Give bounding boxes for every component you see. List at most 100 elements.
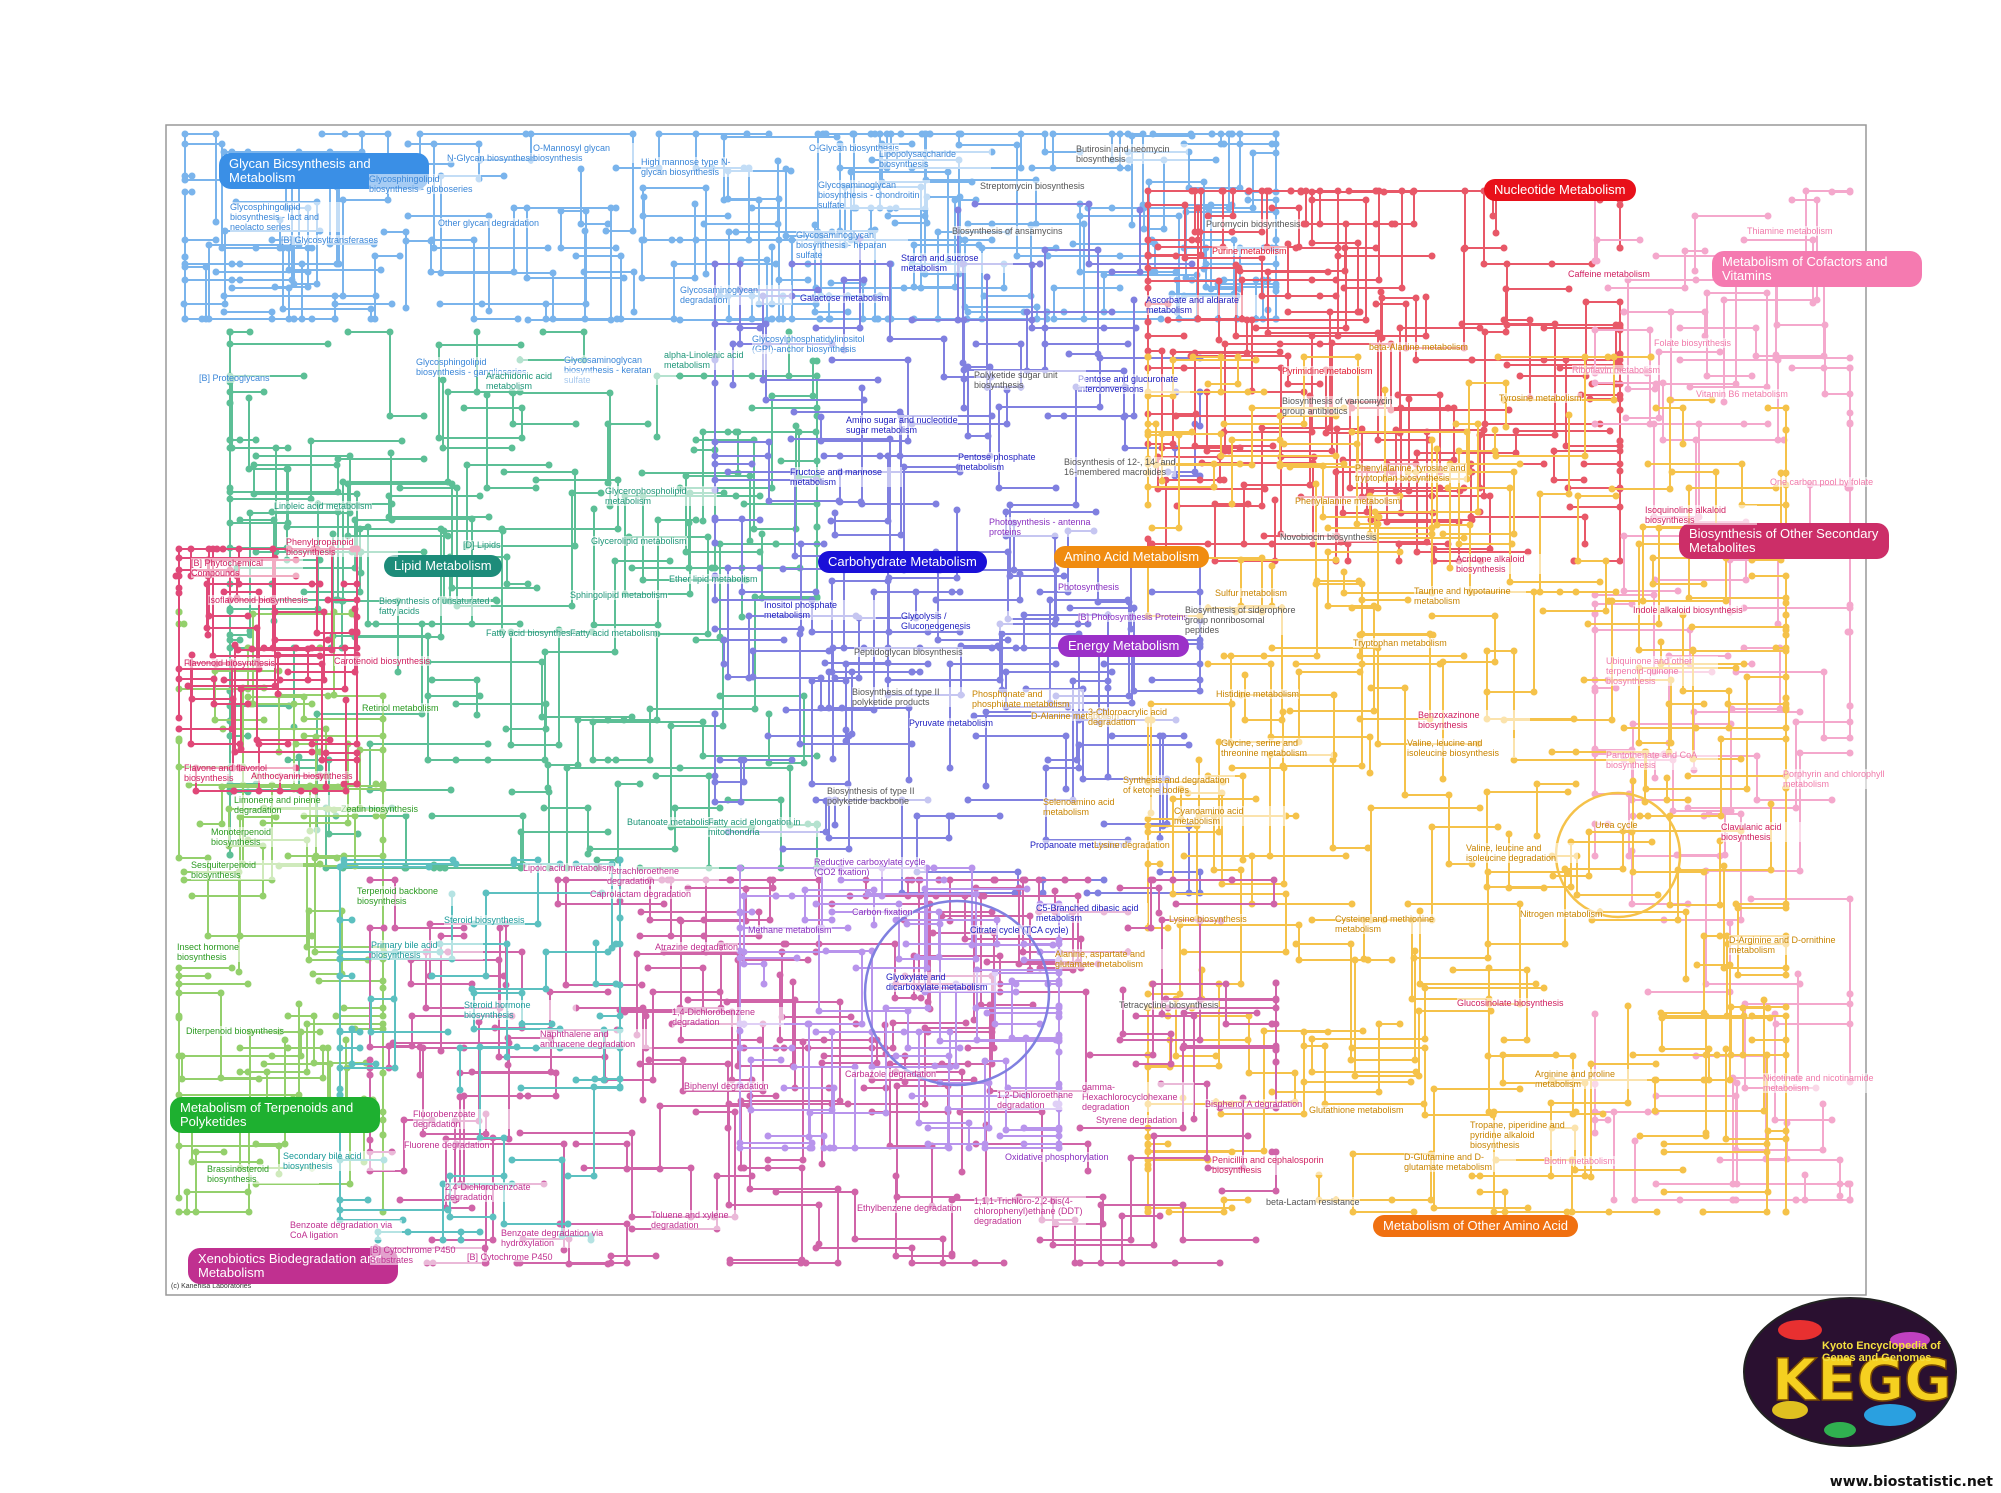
compound-node xyxy=(1481,328,1489,336)
pathway-line xyxy=(1744,607,1851,706)
compound-node xyxy=(836,998,844,1006)
compound-node xyxy=(1500,244,1508,252)
compound-node xyxy=(604,716,612,724)
compound-node xyxy=(324,340,332,348)
compound-node xyxy=(1181,201,1189,209)
compound-node xyxy=(1392,487,1400,495)
compound-node xyxy=(1679,687,1687,695)
compound-node xyxy=(1282,948,1290,956)
compound-node xyxy=(534,920,542,928)
pathway-line xyxy=(1344,191,1403,289)
compound-node xyxy=(315,977,323,985)
compound-node xyxy=(1703,372,1711,380)
compound-node xyxy=(572,420,580,428)
compound-node xyxy=(244,612,252,620)
compound-node xyxy=(705,772,713,780)
compound-node xyxy=(341,685,349,693)
pathway-label: Glycosylphosphatidylinositol (GPI)-ancho… xyxy=(752,334,865,354)
compound-node xyxy=(630,308,638,316)
compound-node xyxy=(1295,956,1303,964)
compound-node xyxy=(444,478,452,486)
compound-node xyxy=(746,472,754,480)
compound-node xyxy=(607,1259,615,1267)
compound-node xyxy=(764,1156,772,1164)
compound-node xyxy=(1179,1124,1187,1132)
compound-node xyxy=(826,315,834,323)
compound-node xyxy=(577,220,585,228)
compound-node xyxy=(623,1165,631,1173)
compound-node xyxy=(336,972,344,980)
compound-node xyxy=(1651,1107,1659,1115)
compound-node xyxy=(367,315,375,323)
compound-node xyxy=(580,328,588,336)
compound-node xyxy=(1220,1196,1228,1204)
compound-node xyxy=(593,856,601,864)
compound-node xyxy=(1739,1004,1747,1012)
compound-node xyxy=(175,584,183,592)
compound-node xyxy=(1182,274,1190,282)
compound-node xyxy=(1619,865,1627,873)
compound-node xyxy=(582,300,590,308)
compound-node xyxy=(1258,502,1266,510)
compound-node xyxy=(924,1124,932,1132)
compound-node xyxy=(961,935,969,943)
compound-node xyxy=(284,852,292,860)
compound-node xyxy=(1629,868,1637,876)
compound-node xyxy=(1014,868,1022,876)
compound-node xyxy=(468,620,476,628)
compound-node xyxy=(1540,460,1548,468)
compound-node xyxy=(851,1235,859,1243)
compound-node xyxy=(687,1164,695,1172)
compound-node xyxy=(756,492,764,500)
compound-node xyxy=(1608,716,1616,724)
compound-node xyxy=(1308,276,1316,284)
compound-node xyxy=(274,690,282,698)
compound-node xyxy=(420,412,428,420)
compound-node xyxy=(639,184,647,192)
compound-node xyxy=(1156,834,1164,842)
compound-node xyxy=(1225,204,1233,212)
compound-node xyxy=(1565,285,1573,293)
compound-node xyxy=(313,710,321,718)
compound-node xyxy=(300,693,308,701)
compound-node xyxy=(1616,298,1624,306)
compound-node xyxy=(968,178,976,186)
compound-node xyxy=(1564,788,1572,796)
compound-node xyxy=(372,1060,380,1068)
compound-node xyxy=(1351,1072,1359,1080)
compound-node xyxy=(1722,597,1730,605)
compound-node xyxy=(446,1172,454,1180)
compound-node xyxy=(1128,699,1136,707)
compound-node xyxy=(1500,316,1508,324)
compound-node xyxy=(1510,756,1518,764)
compound-node xyxy=(364,1196,372,1204)
compound-node xyxy=(333,260,341,268)
pathway-label: O-Mannosyl glycan biosynthesis xyxy=(533,143,645,163)
compound-node xyxy=(1044,412,1052,420)
compound-node xyxy=(972,955,980,963)
compound-node xyxy=(1388,220,1396,228)
compound-node xyxy=(1505,884,1513,892)
compound-node xyxy=(1104,684,1112,692)
compound-node xyxy=(1572,780,1580,788)
logo-subtitle: Kyoto Encyclopedia of Genes and Genomes xyxy=(1822,1340,1941,1364)
compound-node xyxy=(396,252,404,260)
compound-node xyxy=(427,237,435,245)
compound-node xyxy=(519,812,527,820)
compound-node xyxy=(269,644,277,652)
pathway-line xyxy=(1224,580,1359,657)
compound-node xyxy=(175,714,183,722)
compound-node xyxy=(656,1102,664,1110)
compound-node xyxy=(1491,612,1499,620)
pathway-line xyxy=(1240,247,1376,272)
compound-node xyxy=(860,276,868,284)
compound-node xyxy=(1752,352,1760,360)
compound-node xyxy=(785,328,793,336)
compound-node xyxy=(386,328,394,336)
compound-node xyxy=(751,705,759,713)
compound-node xyxy=(482,972,490,980)
compound-node xyxy=(820,540,828,548)
compound-node xyxy=(1096,354,1104,362)
pathway-label: Pyruvate metabolism xyxy=(909,718,994,728)
compound-node xyxy=(175,725,183,733)
